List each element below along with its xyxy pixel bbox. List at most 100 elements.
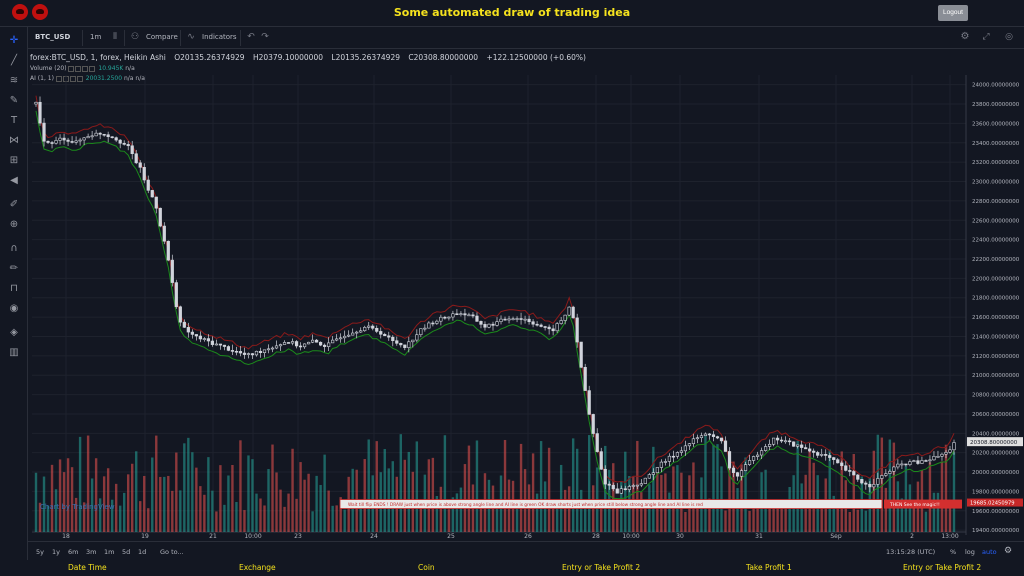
log-toggle[interactable]: log [965, 548, 975, 556]
layers-icon[interactable]: ◈ [10, 327, 18, 338]
clock[interactable]: 13:15:28 (UTC) [886, 548, 936, 556]
volume-legend: Volume (20) 10.945K n/a [30, 65, 592, 72]
volume-bar [247, 455, 250, 532]
chart-type-icon[interactable]: ⫴ [113, 32, 117, 42]
fib-icon[interactable]: ≋ [9, 75, 19, 86]
stay-drawing-icon[interactable]: ✏ [9, 263, 19, 274]
settings-icon[interactable]: ⚙ [1004, 546, 1013, 556]
redo-icon[interactable]: ↷ [261, 32, 269, 42]
auto-toggle[interactable]: auto [982, 548, 997, 556]
range-5y[interactable]: 5y [36, 548, 44, 556]
volume-bar [219, 465, 222, 532]
volume-bar [808, 449, 811, 532]
y-tick-label: 23400.00000000 [972, 141, 1020, 147]
series-title[interactable]: forex:BTC_USD, 1, forex, Heikin Ashi [30, 53, 166, 62]
volume-bar [668, 492, 671, 532]
candle [495, 321, 499, 326]
footer-exchange[interactable]: Exchange [239, 563, 276, 572]
volume-bar [932, 492, 936, 532]
candle [683, 445, 688, 452]
tradingview-watermark[interactable]: Chart by TradingView [40, 503, 115, 511]
candle [90, 135, 94, 138]
footer-coin[interactable]: Coin [418, 563, 435, 572]
trendline-icon[interactable]: ╱ [10, 55, 18, 66]
volume-bar [684, 511, 687, 532]
candle [699, 435, 704, 439]
back-arrow-icon[interactable]: ◀ [10, 175, 18, 186]
candle [315, 339, 319, 343]
indicators-icon[interactable]: ∿ [187, 32, 195, 42]
compare-button[interactable]: Compare [146, 33, 178, 41]
range-3m[interactable]: 3m [86, 548, 97, 556]
zoom-icon[interactable]: ⊕ [9, 219, 19, 230]
range-5d[interactable]: 5d [122, 548, 131, 556]
indicators-button[interactable]: Indicators [202, 33, 237, 41]
candle [539, 324, 543, 327]
volume-bar [231, 465, 234, 532]
candle [567, 306, 571, 316]
fullscreen-icon[interactable]: ⤢ [982, 32, 990, 42]
volume-bar [756, 507, 759, 532]
footer-date-time[interactable]: Date Time [68, 563, 107, 572]
eye-icon[interactable]: ◉ [9, 303, 19, 314]
interval-select[interactable]: 1m [90, 33, 102, 41]
volume-bar [323, 454, 326, 532]
candle [876, 478, 880, 485]
volume-bar [50, 464, 54, 532]
ruler-icon[interactable]: ✐ [9, 199, 19, 210]
volume-bar [447, 509, 451, 532]
range-6m[interactable]: 6m [68, 548, 79, 556]
candle [415, 334, 419, 341]
percent-toggle[interactable]: % [950, 548, 957, 556]
candle [82, 137, 86, 141]
footer-tp1[interactable]: Take Profit 1 [746, 563, 792, 572]
volume-bar [840, 451, 843, 532]
candle [735, 472, 740, 477]
footer-entry-tp2[interactable]: Entry or Take Profit 2 [562, 563, 641, 572]
volume-bar [34, 472, 38, 532]
candle [575, 317, 579, 343]
x-tick-label: 25 [447, 533, 455, 540]
ai-label[interactable]: AI (1, 1) [30, 75, 54, 82]
volume-bar [704, 435, 707, 532]
volume-bar [159, 476, 162, 532]
volume-label[interactable]: Volume (20) [30, 65, 67, 72]
candle [258, 350, 263, 354]
volume-bar [732, 461, 735, 532]
y-tick-label: 22600.00000000 [972, 218, 1020, 224]
prediction-icon[interactable]: ⊞ [9, 155, 19, 166]
candle [479, 321, 483, 325]
y-tick-label: 21400.00000000 [972, 334, 1020, 340]
range-1m[interactable]: 1m [104, 548, 115, 556]
crosshair-icon[interactable]: ✛ [9, 35, 19, 46]
lock-icon[interactable]: ⊓ [10, 283, 18, 294]
symbol-search[interactable]: BTC_USD [35, 33, 71, 41]
pattern-icon[interactable]: ⋈ [9, 135, 19, 146]
candle [904, 463, 908, 466]
volume-bar [239, 440, 242, 532]
logout-button[interactable]: Logout [938, 5, 968, 21]
range-1d[interactable]: 1d [138, 548, 147, 556]
x-tick-label: 28 [592, 533, 600, 540]
undo-icon[interactable]: ↶ [247, 32, 255, 42]
text-icon[interactable]: T [10, 115, 18, 126]
trash-icon[interactable]: ▥ [9, 347, 19, 358]
goto-button[interactable]: Go to... [160, 548, 184, 556]
range-bar: 5y 1y 6m 3m 1m 5d 1d Go to... 13:15:28 (… [28, 541, 1024, 561]
range-1y[interactable]: 1y [52, 548, 60, 556]
compare-icon[interactable]: ⚇ [130, 32, 140, 42]
settings-icon[interactable]: ⚙ [960, 31, 970, 42]
snapshot-icon[interactable]: ◎ [1005, 32, 1013, 42]
candle [707, 433, 712, 436]
brush-icon[interactable]: ✎ [9, 95, 19, 106]
candle [351, 332, 355, 336]
volume-bar [519, 443, 523, 532]
candle [50, 142, 54, 144]
candle [94, 132, 98, 137]
price-chart[interactable]: 24000.00000000 23800.00000000 23600.000000… [28, 75, 1024, 541]
volume-bar [363, 459, 366, 532]
footer-entry-tp2-b[interactable]: Entry or Take Profit 2 [903, 563, 982, 572]
magnet-icon[interactable]: ∩ [10, 243, 18, 254]
candle [499, 318, 503, 322]
y-tick-label: 22400.00000000 [972, 238, 1020, 244]
